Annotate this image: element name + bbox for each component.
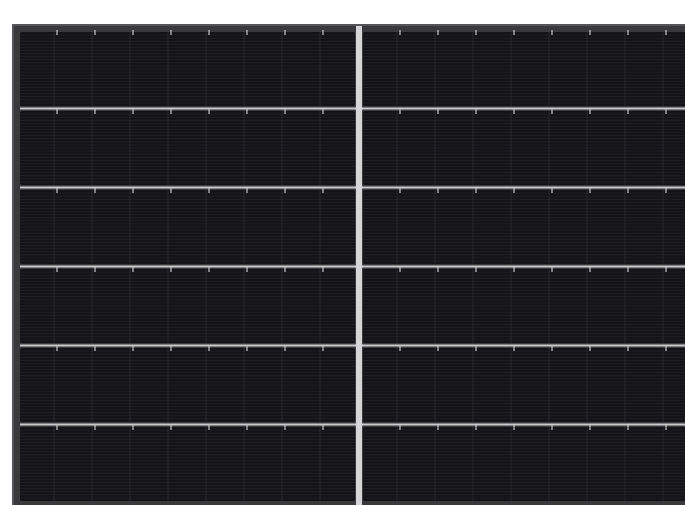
busbar-junction bbox=[355, 184, 363, 191]
busbar-junction bbox=[355, 105, 363, 112]
solar-panel bbox=[12, 24, 685, 505]
busbar-junction bbox=[355, 263, 363, 270]
solar-panel-cells bbox=[14, 26, 685, 505]
busbar-junction bbox=[355, 342, 363, 349]
busbar-junction bbox=[355, 421, 363, 428]
